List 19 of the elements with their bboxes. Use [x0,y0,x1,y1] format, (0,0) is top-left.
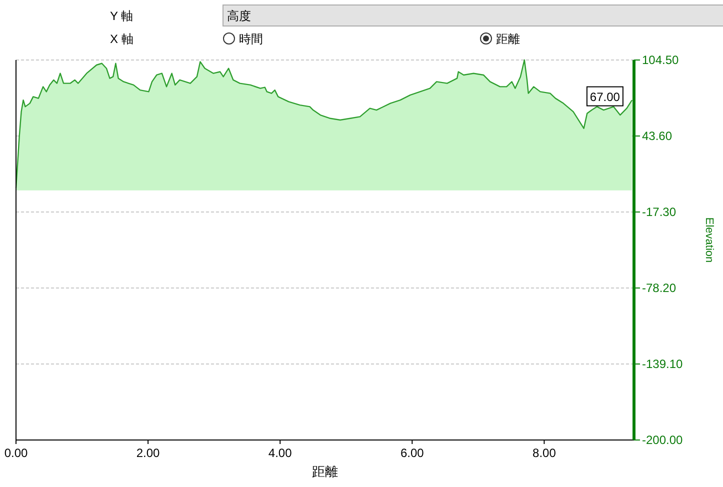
text: X 軸 [110,32,134,46]
x-axis-title: 距離 [312,464,338,479]
y-tick-label: -78.20 [642,281,676,295]
y-tick-label: -139.10 [642,357,684,371]
y-axis-title: Elevation [703,217,715,263]
annotation: 67.00 [590,90,620,104]
x-tick-label: 2.00 [136,446,160,460]
text: 高度 [227,9,251,23]
text: Y 軸 [110,9,134,23]
y-tick-label: -17.30 [642,205,676,219]
y-tick-label: -200.00 [642,433,684,447]
x-tick-label: 4.00 [268,446,292,460]
x-tick-label: 0.00 [4,446,28,460]
y-tick-label: 43.60 [642,129,672,143]
x-tick-label: 6.00 [400,446,424,460]
x-tick-label: 8.00 [532,446,556,460]
text: 距離 [496,32,520,46]
y-tick-label: 104.50 [642,53,680,67]
text: 時間 [239,32,263,46]
